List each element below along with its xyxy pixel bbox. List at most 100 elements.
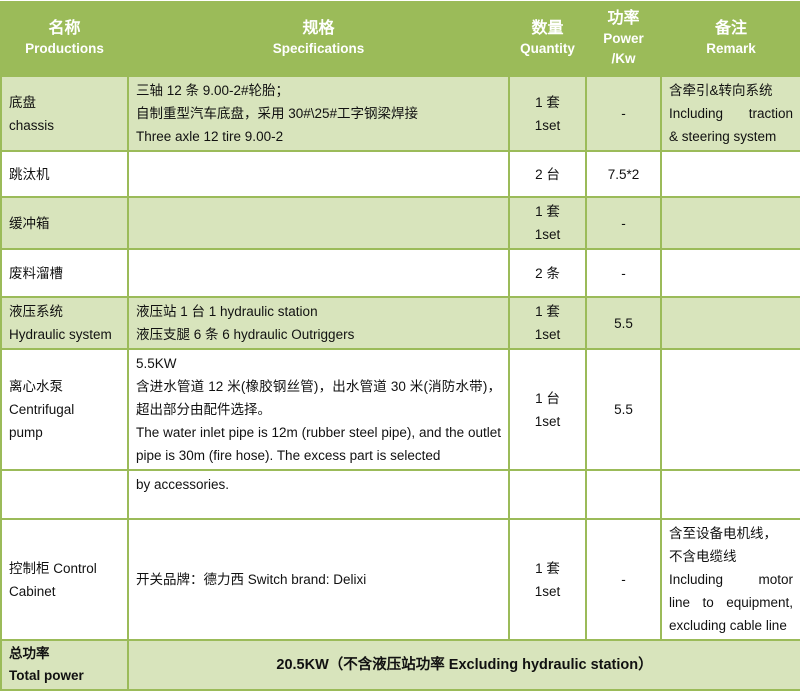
- spec-cell: 液压站 1 台 1 hydraulic station 液压支腿 6 条 6 hy…: [127, 296, 510, 350]
- name-line: Hydraulic system: [9, 327, 112, 342]
- name-cell: 底盘 chassis: [0, 75, 129, 152]
- power-cell: [585, 469, 662, 520]
- total-row: 总功率 Total power 20.5KW（不含液压站功率 Excluding …: [0, 639, 800, 691]
- table-row: by accessories.: [0, 469, 800, 520]
- name-line: 离心水泵: [9, 379, 63, 394]
- qty-line: 1 套: [535, 304, 560, 319]
- name-line: 废料溜槽: [9, 265, 63, 281]
- spec-cell: 三轴 12 条 9.00-2#轮胎； 自制重型汽车底盘，采用 30#\25#工字钢…: [127, 75, 510, 152]
- power-cell: -: [585, 248, 662, 298]
- qty-cell: 1 套 1set: [508, 196, 587, 250]
- remark-cell: 含牵引&转向系统 Including traction & steering sys…: [660, 75, 800, 152]
- remark-line: 含牵引&转向系统: [669, 83, 773, 98]
- qty-line: 1set: [534, 413, 561, 429]
- spec-cell: [127, 150, 510, 198]
- spec-line: Three axle 12 tire 9.00-2: [136, 129, 284, 144]
- spec-line: by accessories.: [136, 477, 230, 492]
- table-row: 废料溜槽 2 条 -: [0, 248, 800, 298]
- remark-cell: [660, 248, 800, 298]
- remark-cell: [660, 296, 800, 350]
- spec-line: 5.5KW: [136, 356, 177, 371]
- qty-line: 1set: [534, 227, 561, 242]
- qty-line: 1 台: [535, 390, 560, 406]
- name-cell: [0, 469, 129, 520]
- spec-cell: [127, 248, 510, 298]
- qty-cell: 1 套 1set: [508, 518, 587, 641]
- spec-line: 三轴 12 条 9.00-2#轮胎；: [136, 83, 290, 98]
- table-row: 跳汰机 2 台 7.5*2: [0, 150, 800, 198]
- total-label: 总功率 Total power: [0, 639, 129, 691]
- name-line: pump: [9, 425, 43, 440]
- remark-line: Including traction: [669, 106, 793, 121]
- remark-line: & steering system: [669, 129, 777, 144]
- remark-cell: [660, 150, 800, 198]
- header-name: 名称 Productions: [0, 1, 129, 77]
- header-row: 名称 Productions 规格 Specifications 数量 Quantit…: [0, 1, 800, 77]
- qty-cell: 1 套 1set: [508, 75, 587, 152]
- name-line: 跳汰机: [9, 166, 50, 182]
- spec-line: 液压站 1 台 1 hydraulic station: [136, 304, 318, 319]
- qty-line: 2 台: [535, 166, 560, 182]
- qty-line: 1 套: [535, 94, 560, 110]
- qty-line: 2 条: [535, 265, 560, 281]
- table-row: 控制柜 Control Cabinet 开关品牌：德力西 Switch brand:…: [0, 518, 800, 641]
- qty-line: 1set: [534, 583, 561, 599]
- spec-cell: by accessories.: [127, 469, 510, 520]
- remark-line: 含至设备电机线，: [669, 526, 777, 541]
- qty-cell: 1 台 1set: [508, 348, 587, 471]
- power-cell: 7.5*2: [585, 150, 662, 198]
- spec-cell: 开关品牌：德力西 Switch brand: Delixi: [127, 518, 510, 641]
- spec-cell: 5.5KW 含进水管道 12 米(橡胶钢丝管)，出水管道 30 米(消防水带)，超…: [127, 348, 510, 471]
- remark-cell: 含至设备电机线， 不含电缆线 Including motor line to equi…: [660, 518, 800, 641]
- qty-line: 1 套: [535, 560, 560, 576]
- table-row: 液压系统 Hydraulic system 液压站 1 台 1 hydraulic …: [0, 296, 800, 350]
- table-row: 离心水泵 Centrifugal pump 5.5KW 含进水管道 12 米(橡胶钢丝管…: [0, 348, 800, 471]
- qty-cell: 2 条: [508, 248, 587, 298]
- remark-cell: [660, 469, 800, 520]
- header-spec: 规格 Specifications: [127, 1, 510, 77]
- spec-cell: [127, 196, 510, 250]
- header-qty: 数量 Quantity: [508, 1, 587, 77]
- name-cell: 离心水泵 Centrifugal pump: [0, 348, 129, 471]
- spec-line: 液压支腿 6 条 6 hydraulic Outriggers: [136, 327, 355, 342]
- remark-line: line to equipment,: [669, 595, 793, 610]
- header-remark: 备注 Remark: [660, 1, 800, 77]
- power-cell: 5.5: [585, 296, 662, 350]
- remark-line: excluding cable line: [669, 618, 787, 633]
- name-line: chassis: [9, 117, 55, 133]
- power-cell: -: [585, 518, 662, 641]
- spec-line: 含进水管道 12 米(橡胶钢丝管)，出水管道 30 米(消防水带)，超出部分由配…: [136, 379, 501, 417]
- spec-line: 开关品牌：德力西 Switch brand: Delixi: [136, 572, 367, 587]
- name-cell: 废料溜槽: [0, 248, 129, 298]
- power-cell: -: [585, 196, 662, 250]
- qty-line: 1 套: [535, 204, 560, 219]
- name-line: 液压系统: [9, 304, 63, 319]
- header-power: 功率 Power/Kw: [585, 1, 662, 77]
- remark-line: Including motor: [669, 572, 793, 587]
- remark-cell: [660, 348, 800, 471]
- name-line: Centrifugal: [9, 402, 75, 417]
- qty-line: 1set: [534, 327, 561, 342]
- power-cell: -: [585, 75, 662, 152]
- name-line: 底盘: [9, 94, 36, 110]
- table-row: 底盘 chassis 三轴 12 条 9.00-2#轮胎； 自制重型汽车底盘，采用 3…: [0, 75, 800, 152]
- name-line: Cabinet: [9, 583, 56, 599]
- name-cell: 缓冲箱: [0, 196, 129, 250]
- table-row: 缓冲箱 1 套 1set -: [0, 196, 800, 250]
- spec-line: The water inlet pipe is 12m (rubber stee…: [136, 425, 501, 463]
- name-cell: 控制柜 Control Cabinet: [0, 518, 129, 641]
- qty-cell: 2 台: [508, 150, 587, 198]
- name-cell: 跳汰机: [0, 150, 129, 198]
- remark-cell: [660, 196, 800, 250]
- name-cell: 液压系统 Hydraulic system: [0, 296, 129, 350]
- total-value: 20.5KW（不含液压站功率 Excluding hydraulic stati…: [127, 639, 800, 691]
- remark-line: 不含电缆线: [669, 549, 737, 564]
- spec-line: 自制重型汽车底盘，采用 30#\25#工字钢梁焊接: [136, 106, 419, 121]
- qty-line: 1set: [534, 117, 561, 133]
- qty-cell: [508, 469, 587, 520]
- power-cell: 5.5: [585, 348, 662, 471]
- name-line: 控制柜 Control: [9, 560, 97, 576]
- name-line: 缓冲箱: [9, 215, 50, 231]
- qty-cell: 1 套 1set: [508, 296, 587, 350]
